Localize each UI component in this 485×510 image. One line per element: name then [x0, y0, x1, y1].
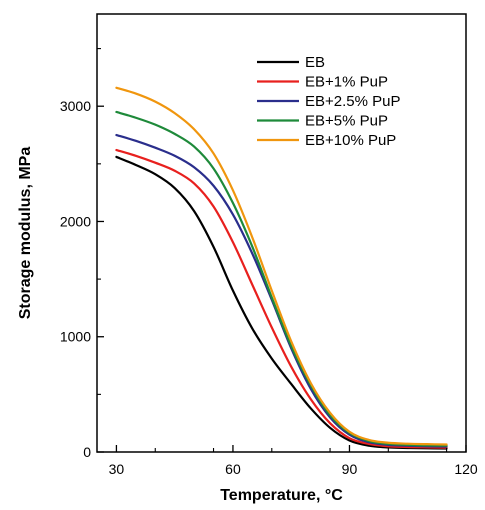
- x-tick-label: 60: [225, 461, 241, 477]
- legend: EB EB+1% PuP EB+2.5% PuP EB+5% PuP EB+10% Pu…: [257, 54, 400, 149]
- y-tick-label: 2000: [60, 213, 91, 229]
- legend-label-1: EB+1% PuP: [305, 74, 388, 91]
- legend-label-3: EB+5% PuP: [305, 113, 388, 130]
- x-tick-label: 120: [454, 461, 478, 477]
- y-axis: 0 1000 2000 3000: [60, 48, 104, 460]
- series-line-3: [115, 110, 448, 447]
- x-axis-title: Temperature, °C: [220, 487, 343, 504]
- y-axis-title: Storage modulus, MPa: [17, 147, 34, 320]
- x-axis: 30 60 90 120: [109, 445, 478, 477]
- series-line-4: [115, 86, 448, 446]
- y-tick-label: 0: [83, 444, 91, 460]
- series-line-1: [115, 148, 448, 449]
- legend-label-0: EB: [305, 54, 325, 71]
- legend-label-4: EB+10% PuP: [305, 132, 396, 149]
- series-line-0: [115, 155, 448, 450]
- y-tick-label: 1000: [60, 329, 91, 345]
- y-tick-label: 3000: [60, 98, 91, 114]
- legend-label-2: EB+2.5% PuP: [305, 93, 400, 110]
- plot-lines: [115, 86, 448, 450]
- x-tick-label: 90: [342, 461, 358, 477]
- x-tick-label: 30: [109, 461, 125, 477]
- plot-frame: [96, 13, 467, 453]
